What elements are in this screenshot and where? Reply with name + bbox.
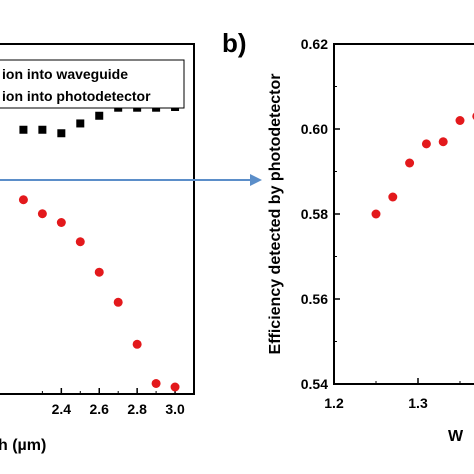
- panel-b-y-tick-label: 0.58: [301, 206, 328, 222]
- panel-b-label: b): [222, 28, 247, 58]
- panel-b-y-tick-label: 0.62: [301, 36, 328, 52]
- photodetector-data-point: [132, 339, 142, 349]
- panel-b-chart: b) 0.54 0.56 0.58 0.60 0.62 1.2 1.3 Efficienc…: [222, 28, 474, 445]
- waveguide-data-point: [76, 119, 85, 128]
- photodetector-data-point: [170, 382, 180, 392]
- panel-a-plot-frame: [0, 43, 195, 395]
- panel-a-legend: ion into waveguide ion into photodetecto…: [0, 59, 185, 109]
- efficiency-data-point: [388, 192, 398, 202]
- efficiency-data-point: [438, 137, 448, 147]
- panel-a-chart: 2.4 2.6 2.8 3.0 ion into waveguide ion into…: [0, 43, 195, 454]
- photodetector-data-point: [75, 237, 85, 247]
- panel-b-x-axis-label: W: [448, 428, 464, 445]
- waveguide-data-point: [95, 111, 104, 120]
- panel-b-plot-frame: [333, 43, 474, 385]
- panel-b-y-tick-label: 0.54: [301, 376, 328, 392]
- panel-a-x-tick-label: 2.6: [90, 401, 110, 417]
- panel-b-y-tick-label: 0.56: [301, 291, 328, 307]
- photodetector-data-point: [113, 297, 123, 307]
- legend-box: [0, 59, 185, 109]
- panel-b-y-tick-label: 0.60: [301, 121, 328, 137]
- efficiency-data-point: [405, 158, 415, 168]
- photodetector-data-point: [56, 218, 66, 227]
- panel-b-x-tick-label: 1.2: [324, 395, 344, 411]
- arrow-head: [250, 174, 262, 186]
- efficiency-data-point: [421, 139, 431, 149]
- panel-a-x-tick-label: 2.4: [52, 401, 72, 417]
- connecting-arrow: [0, 174, 262, 186]
- legend-entry-photodetector: ion into photodetector: [2, 88, 151, 104]
- photodetector-data-point: [151, 379, 161, 388]
- waveguide-data-point: [38, 125, 47, 134]
- panel-b-x-tick-label: 1.3: [408, 395, 428, 411]
- efficiency-data-point: [455, 116, 465, 125]
- panel-b-y-axis-label: Efficiency detected by photodetector: [267, 74, 284, 355]
- photodetector-data-point: [18, 195, 28, 205]
- efficiency-data-point: [371, 209, 381, 219]
- panel-a-x-tick-label: 2.8: [127, 401, 147, 417]
- panel-a-x-tick-label: 3.0: [165, 401, 185, 417]
- photodetector-data-point: [37, 209, 47, 219]
- photodetector-data-point: [94, 267, 104, 277]
- panel-a-x-axis-label: h (µm): [0, 437, 46, 454]
- waveguide-data-point: [57, 129, 66, 138]
- waveguide-data-point: [19, 125, 28, 134]
- legend-entry-waveguide: ion into waveguide: [2, 66, 128, 82]
